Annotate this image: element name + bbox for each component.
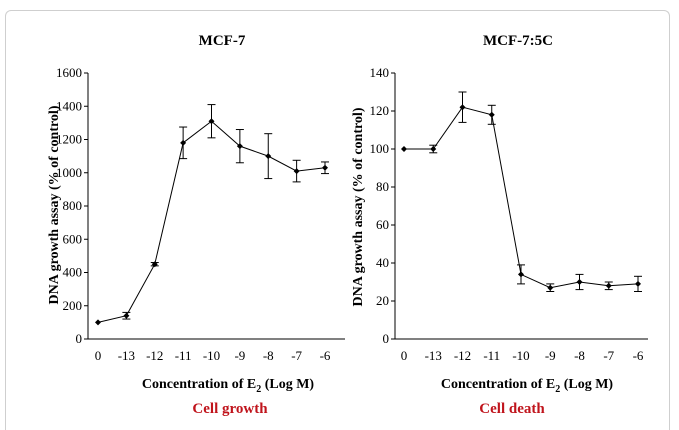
x-tick-label: -10 <box>512 348 529 363</box>
x-tick-label: -10 <box>203 348 220 363</box>
x-tick-label: -12 <box>454 348 471 363</box>
data-point <box>547 284 554 291</box>
data-point <box>430 146 437 152</box>
y-tick-label: 600 <box>63 231 83 246</box>
data-point <box>518 271 524 278</box>
data-point <box>401 146 407 152</box>
series-line <box>97 120 326 323</box>
data-point <box>635 280 641 287</box>
y-tick-label: 800 <box>63 198 83 213</box>
y-tick-label: 1400 <box>56 98 82 113</box>
x-tick-label: -8 <box>263 348 274 363</box>
y-tick-label: 20 <box>376 293 389 308</box>
data-point <box>576 279 583 285</box>
y-tick-label: 40 <box>376 255 389 270</box>
y-tick-label: 1000 <box>56 165 82 180</box>
x-tick-label: -7 <box>603 348 614 363</box>
x-tick-label: -9 <box>234 348 245 363</box>
data-point <box>180 139 187 146</box>
x-axis-label: Concentration of E2 (Log M) <box>441 377 614 395</box>
y-tick-label: 0 <box>383 331 390 346</box>
chart-panel-mcf7-5c: MCF-7:5C DNA growth assay (% of control)… <box>351 33 648 417</box>
data-point <box>151 261 158 268</box>
data-point <box>123 312 130 319</box>
data-point <box>488 111 495 118</box>
x-tick-label: -12 <box>146 348 163 363</box>
y-tick-label: 1200 <box>56 132 82 147</box>
x-tick-label: -13 <box>425 348 442 363</box>
data-point <box>208 118 215 125</box>
y-tick-label: 400 <box>63 265 83 280</box>
x-tick-label: -8 <box>574 348 585 363</box>
chart-title: MCF-7 <box>199 33 246 49</box>
x-tick-label: 0 <box>401 348 408 363</box>
y-tick-label: 80 <box>376 179 389 194</box>
data-point <box>293 168 300 175</box>
y-axis-label: DNA growth assay (% of control) <box>47 105 62 304</box>
y-tick-label: 1600 <box>56 65 82 80</box>
x-tick-label: -11 <box>483 348 500 363</box>
y-axis-label: DNA growth assay (% of control) <box>351 107 366 306</box>
data-point <box>605 282 612 289</box>
chart-caption: Cell growth <box>192 401 268 417</box>
data-point <box>95 319 101 326</box>
y-tick-label: 140 <box>370 65 390 80</box>
chart-caption: Cell death <box>479 401 545 417</box>
chart-panel-mcf7: MCF-7 DNA growth assay (% of control) Co… <box>47 33 345 417</box>
data-point <box>459 104 466 111</box>
x-tick-label: -6 <box>633 348 644 363</box>
x-axis-label: Concentration of E2 (Log M) <box>142 377 315 395</box>
y-tick-label: 120 <box>370 103 390 118</box>
x-tick-label: 0 <box>95 348 102 363</box>
y-tick-label: 200 <box>63 298 83 313</box>
y-tick-label: 100 <box>370 141 390 156</box>
x-tick-label: -11 <box>175 348 192 363</box>
chart-title: MCF-7:5C <box>483 33 553 49</box>
series-line <box>404 106 639 289</box>
y-tick-label: 60 <box>376 217 389 232</box>
y-tick-label: 0 <box>76 331 83 346</box>
figure-canvas: MCF-7 DNA growth assay (% of control) Co… <box>47 33 648 417</box>
x-tick-label: -13 <box>118 348 135 363</box>
data-point <box>236 143 243 150</box>
data-point <box>322 164 328 171</box>
data-point <box>265 153 272 160</box>
x-tick-label: -6 <box>320 348 331 363</box>
x-tick-label: -9 <box>545 348 556 363</box>
x-tick-label: -7 <box>291 348 302 363</box>
figure-frame <box>5 10 670 430</box>
